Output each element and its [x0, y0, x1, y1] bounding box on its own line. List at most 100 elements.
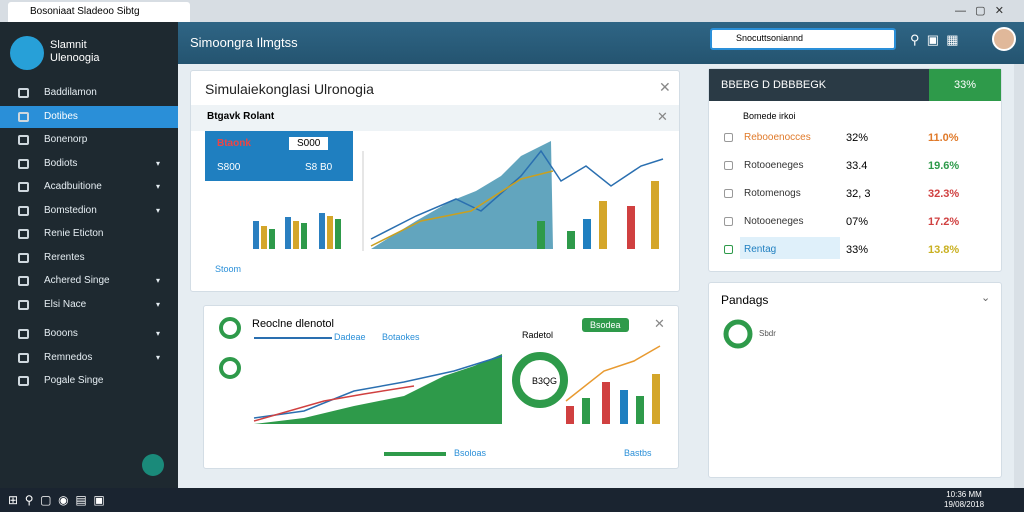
- row-name: Rebooenocces: [744, 132, 811, 143]
- menu-icon: [18, 111, 29, 122]
- legend-item: Dadeae: [334, 332, 366, 342]
- window-controls[interactable]: — ▢ ✕: [955, 5, 1004, 17]
- stat-value: S800: [217, 162, 241, 173]
- menu-icon: [18, 135, 29, 145]
- menu-item[interactable]: Booons ▾: [0, 323, 178, 345]
- menu-icon: [18, 205, 29, 216]
- menu-item[interactable]: Bonenorp: [0, 129, 178, 151]
- menu-item[interactable]: Bomstedion ▾: [0, 200, 178, 222]
- stat-label: Btaonk: [217, 138, 251, 149]
- menu-icon: [18, 252, 29, 263]
- card-title: Reoclne dlenotol: [252, 318, 334, 330]
- row-name: Rotomenogs: [744, 188, 801, 199]
- avatar[interactable]: [992, 27, 1016, 51]
- card-title: Simulaiekonglasi Ulronogia: [205, 81, 374, 97]
- menu-icon: [18, 376, 29, 386]
- row-icon: [724, 133, 733, 142]
- chevron: ▾: [156, 352, 161, 362]
- browser-bar: Bosoniaat Sladeoo Sibtg — ▢ ✕: [0, 0, 1024, 22]
- row-value: 07%: [846, 216, 869, 228]
- illustration-charts: [219, 317, 661, 456]
- right-title: Radetol: [522, 330, 554, 340]
- panel-title: Pandags: [721, 293, 769, 307]
- illustration-charts: [253, 141, 664, 251]
- header: Simoongra Ilmgtss Snocuttsoniannd ⚲ ▣ ▦: [178, 22, 1024, 64]
- row-value: 33%: [846, 244, 869, 256]
- close[interactable]: ✕: [659, 79, 671, 95]
- row-change: 32.3%: [928, 188, 960, 200]
- panel-label: Sbdr: [759, 329, 776, 338]
- donut-icon: [723, 319, 753, 349]
- row-highlight: [740, 237, 840, 259]
- chevron: ▾: [156, 329, 161, 338]
- chevron: ▾: [156, 276, 161, 285]
- menu-item[interactable]: Remnedos ▾: [0, 347, 178, 369]
- logo-icon: [10, 36, 44, 70]
- scrollbar[interactable]: [1014, 64, 1024, 488]
- list-header: Bomede irkoi: [743, 111, 796, 121]
- stats-header: BBEBG D DBBBEGK: [709, 69, 929, 101]
- stat-row: Rentag 33% 13.8%: [720, 237, 992, 263]
- menu-icon: [18, 276, 29, 286]
- row-value: 32%: [846, 132, 869, 144]
- menu-icon: [18, 352, 29, 363]
- menu-icon: [18, 182, 29, 192]
- chevron[interactable]: ⌄: [981, 292, 991, 304]
- menu-item[interactable]: Baddilamon: [0, 82, 178, 104]
- close[interactable]: ✕: [657, 109, 668, 124]
- row-icon: [724, 217, 733, 226]
- menu-icon: [18, 88, 29, 98]
- legend: Bsoloas: [454, 448, 487, 458]
- badge[interactable]: Bsodea: [582, 318, 629, 332]
- menu-item[interactable]: Renie Eticton: [0, 223, 178, 245]
- menu-icon: [18, 229, 29, 239]
- legend-item: Botaokes: [382, 332, 420, 342]
- fab[interactable]: [142, 454, 164, 476]
- chevron: ▾: [156, 299, 161, 309]
- legend: Bastbs: [624, 448, 652, 458]
- logo-line: Ulenoogia: [50, 52, 100, 64]
- menu-item[interactable]: Elsi Nace ▾: [0, 294, 178, 316]
- chevron: ▾: [156, 182, 161, 191]
- stats-badge: 33%: [929, 69, 1001, 101]
- header-icons[interactable]: ⚲ ▣ ▦: [910, 32, 959, 47]
- row-name: Rentag: [744, 244, 777, 255]
- menu-icon: [18, 329, 29, 339]
- row-value: 32, 3: [846, 188, 871, 200]
- menu-item[interactable]: Rerentes: [0, 247, 178, 269]
- date: 19/08/2018: [944, 500, 985, 509]
- menu-item[interactable]: Dotibes: [0, 105, 178, 128]
- menu-icon: [18, 158, 29, 169]
- time: 10:36 MM: [946, 490, 982, 499]
- main-card: Simulaiekonglasi Ulronogia ✕ Btgavk Rola…: [190, 70, 680, 292]
- row-icon: [724, 189, 733, 198]
- chevron: ▾: [156, 158, 161, 168]
- menu-item[interactable]: Pogale Singe: [0, 370, 178, 392]
- row-icon: [724, 245, 733, 254]
- stat-box: Btaonk S000 S800 S8 B0: [205, 131, 353, 181]
- taskbar-icons[interactable]: ⊞ ⚲ ▢ ◉ ▤ ▣: [8, 493, 105, 507]
- menu-item[interactable]: Bodiots ▾: [0, 153, 178, 175]
- tab[interactable]: Bosoniaat Sladeoo Sibtg: [8, 2, 190, 22]
- row-value: 33.4: [846, 160, 868, 172]
- stat-row: Rotooeneges 33.4 19.6%: [720, 153, 992, 179]
- donut-label: B3QG: [532, 376, 558, 386]
- menu-item[interactable]: Acadbuitione ▾: [0, 176, 178, 198]
- close[interactable]: ✕: [654, 316, 665, 331]
- logo-line: Slamnit: [50, 39, 87, 51]
- panel: Pandags ⌄ Sbdr: [708, 282, 1002, 478]
- stat-row: Rotomenogs 32, 3 32.3%: [720, 181, 992, 207]
- stat-value: S8 B0: [305, 162, 333, 173]
- clock[interactable]: 10:36 MM 19/08/2018: [944, 490, 984, 510]
- search[interactable]: Snocuttsoniannd: [710, 28, 896, 50]
- row-change: 19.6%: [928, 160, 960, 172]
- menu-icon: [18, 299, 29, 310]
- stat-row: Notooeneges 07% 17.2%: [720, 209, 992, 235]
- menu-item[interactable]: Achered Singe ▾: [0, 270, 178, 292]
- taskbar: ⊞ ⚲ ▢ ◉ ▤ ▣ 10:36 MM 19/08/2018: [0, 488, 1024, 512]
- row-change: 11.0%: [928, 132, 959, 144]
- header-title: Simoongra Ilmgtss: [190, 35, 298, 50]
- chevron: ▾: [156, 205, 161, 215]
- row-change: 17.2%: [928, 216, 960, 228]
- legend: Stoom: [215, 264, 242, 274]
